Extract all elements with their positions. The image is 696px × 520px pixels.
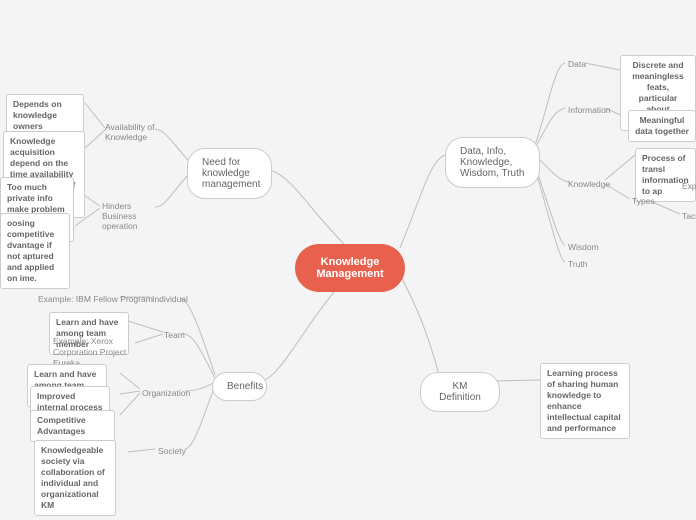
benefits-society-1[interactable]: Knowledgeable society via collaboration …	[34, 440, 116, 516]
dikw-info-1[interactable]: Meaningful data together	[628, 110, 696, 142]
benefits-org[interactable]: Organization	[142, 388, 190, 398]
main-kmdef[interactable]: KM Definition	[420, 372, 500, 412]
dikw-types[interactable]: Types	[632, 196, 655, 206]
need-hinders[interactable]: Hinders Business operation	[102, 201, 157, 231]
dikw-info[interactable]: Information	[568, 105, 611, 115]
main-dikw[interactable]: Data, Info, Knowledge, Wisdom, Truth	[445, 137, 540, 188]
dikw-wisdom[interactable]: Wisdom	[568, 242, 599, 252]
dikw-knowledge[interactable]: Knowledge	[568, 179, 610, 189]
dikw-types-2[interactable]: Taci	[682, 211, 696, 221]
need-hinders-2[interactable]: oosing competitive dvantage if not aptur…	[0, 213, 70, 289]
kmdef-def[interactable]: Learning process of sharing human knowle…	[540, 363, 630, 439]
benefits-org-3[interactable]: Competitive Advantages	[30, 410, 115, 442]
benefits-society[interactable]: Society	[158, 446, 186, 456]
dikw-types-1[interactable]: Expli	[682, 181, 696, 191]
benefits-team[interactable]: Team	[164, 330, 185, 340]
dikw-truth[interactable]: Truth	[568, 259, 588, 269]
need-avail[interactable]: Availability of Knowledge	[105, 122, 160, 142]
main-benefits[interactable]: Benefits	[212, 372, 267, 401]
root-node[interactable]: Knowledge Management	[295, 244, 405, 292]
dikw-data[interactable]: Data	[568, 59, 586, 69]
benefits-individual[interactable]: Individual	[152, 294, 188, 304]
benefits-individual-1[interactable]: Example: IBM Fellow Program	[38, 294, 153, 305]
main-need[interactable]: Need for knowledge management	[187, 148, 272, 199]
dikw-knowledge-1[interactable]: Process of transl information to ap	[635, 148, 696, 202]
